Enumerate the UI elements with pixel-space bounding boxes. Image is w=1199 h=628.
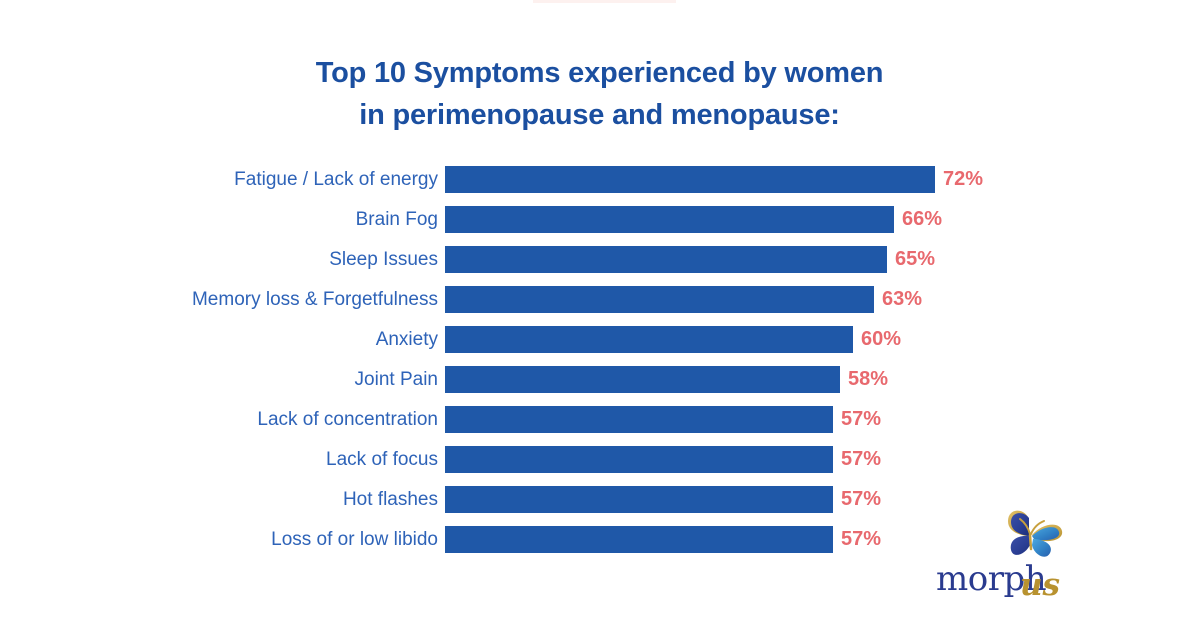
bar-category-label: Joint Pain — [354, 369, 438, 390]
bar — [445, 406, 833, 433]
bar — [445, 166, 935, 193]
logo-wordmark: morph us — [936, 559, 1086, 603]
bar-row: Sleep Issues 65% — [0, 246, 1199, 273]
bar-value-label: 57% — [841, 528, 882, 550]
bar-category-label: Memory loss & Forgetfulness — [191, 289, 438, 310]
bar-track: 57% — [445, 406, 1199, 433]
butterfly-icon — [998, 505, 1068, 567]
bar-category-label: Sleep Issues — [329, 249, 438, 270]
bar-category-label: Lack of concentration — [257, 409, 438, 430]
bar-track: 72% — [445, 166, 1199, 193]
bar-row: Hot flashes 57% — [0, 486, 1199, 513]
bar-category-label: Brain Fog — [355, 209, 438, 230]
bar-category-label: Loss of or low libido — [271, 529, 438, 550]
bar — [445, 486, 833, 513]
bar-row: Memory loss & Forgetfulness 63% — [0, 286, 1199, 313]
bar-track: 63% — [445, 286, 1199, 313]
bar-value-label: 65% — [895, 248, 936, 270]
bar — [445, 246, 887, 273]
bar-value-label: 60% — [861, 328, 902, 350]
bar-chart-plot-area: Fatigue / Lack of energy 72% Brain Fog 66% S… — [0, 166, 1199, 566]
bar-track: 57% — [445, 486, 1199, 513]
bar-row: Loss of or low libido 57% — [0, 526, 1199, 553]
bar-value-label: 58% — [848, 368, 889, 390]
logo-text-us: us — [1020, 567, 1060, 603]
bar-track: 57% — [445, 526, 1199, 553]
bar-value-label: 57% — [841, 408, 882, 430]
bar — [445, 286, 874, 313]
bar-value-label: 72% — [943, 168, 984, 190]
bar-category-label: Hot flashes — [342, 489, 438, 510]
bar-row: Fatigue / Lack of energy 72% — [0, 166, 1199, 193]
bar-value-label: 57% — [841, 448, 882, 470]
bar — [445, 206, 894, 233]
bar-row: Lack of concentration 57% — [0, 406, 1199, 433]
bar-value-label: 66% — [902, 208, 943, 230]
bar — [445, 366, 840, 393]
bar — [445, 326, 853, 353]
morphus-logo: morph us — [936, 505, 1086, 605]
bar — [445, 446, 833, 473]
bar — [445, 526, 833, 553]
bar-track: 58% — [445, 366, 1199, 393]
bar-track: 65% — [445, 246, 1199, 273]
bar-category-label: Fatigue / Lack of energy — [234, 169, 438, 190]
bar-row: Joint Pain 58% — [0, 366, 1199, 393]
chart-title: Top 10 Symptoms experienced by women in … — [0, 52, 1199, 136]
logo-text-morph: morph — [936, 559, 1047, 599]
bar-track: 66% — [445, 206, 1199, 233]
bar-row: Lack of focus 57% — [0, 446, 1199, 473]
chart-title-line-2: in perimenopause and menopause: — [359, 99, 840, 131]
bar-category-label: Lack of focus — [326, 449, 438, 470]
bar-row: Brain Fog 66% — [0, 206, 1199, 233]
bar-track: 60% — [445, 326, 1199, 353]
chart-title-line-1: Top 10 Symptoms experienced by women — [315, 57, 884, 89]
bar-track: 57% — [445, 446, 1199, 473]
bar-row: Anxiety 60% — [0, 326, 1199, 353]
bar-category-label: Anxiety — [375, 329, 438, 350]
top-edge-strip — [533, 0, 676, 3]
bar-value-label: 63% — [882, 288, 923, 310]
bar-value-label: 57% — [841, 488, 882, 510]
